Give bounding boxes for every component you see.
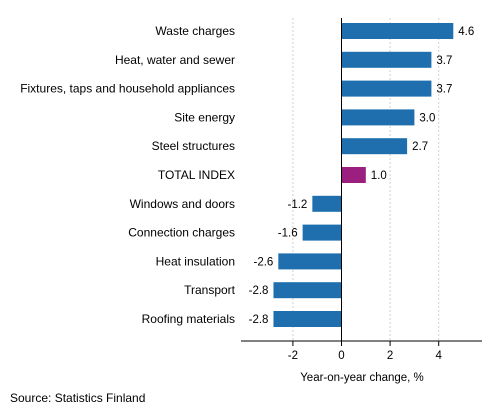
category-label: Site energy	[174, 110, 235, 124]
value-label: 3.7	[436, 55, 452, 67]
value-label: 3.7	[436, 84, 452, 96]
category-label: Heat insulation	[156, 254, 235, 268]
source-note: Source: Statistics Finland	[10, 391, 146, 405]
category-label: Roofing materials	[142, 312, 235, 326]
bar	[341, 51, 432, 68]
category-labels: Waste charges Heat, water and sewer Fixtur…	[20, 24, 235, 326]
value-label: -1.6	[278, 228, 298, 240]
bar	[273, 282, 342, 299]
value-label: 4.6	[458, 26, 474, 38]
x-axis-title: Year-on-year change, %	[300, 372, 424, 384]
value-labels: 4.6 3.7 3.7 3.0 2.7 1.0 -1.2 -1.6 -2.6 -2.8 -2.8	[249, 26, 475, 326]
bar	[341, 138, 408, 155]
bar	[278, 253, 342, 270]
bar	[312, 195, 342, 212]
bars	[273, 23, 454, 327]
value-label: 3.0	[419, 112, 435, 124]
category-label: Fixtures, taps and household appliances	[20, 82, 235, 96]
category-label: Transport	[184, 283, 236, 297]
category-label: TOTAL INDEX	[158, 168, 235, 182]
x-tick-label: -2	[288, 350, 298, 362]
value-label: 1.0	[371, 170, 387, 182]
bar	[302, 224, 342, 241]
value-label: 2.7	[412, 141, 428, 153]
x-tick-label: 0	[338, 350, 344, 362]
value-label: -1.2	[288, 199, 308, 211]
x-axis: -2 0 2 4	[241, 18, 482, 362]
category-label: Waste charges	[155, 24, 235, 38]
category-label: Connection charges	[128, 226, 235, 240]
category-label: Heat, water and sewer	[115, 53, 235, 67]
value-label: -2.8	[249, 285, 269, 297]
category-label: Windows and doors	[130, 197, 235, 211]
value-label: -2.6	[253, 256, 273, 268]
bar	[341, 23, 454, 39]
value-label: -2.8	[249, 314, 269, 326]
bar	[341, 80, 432, 97]
category-label: Steel structures	[152, 139, 235, 153]
x-tick-label: 2	[387, 350, 393, 362]
bar	[273, 311, 342, 327]
bar	[341, 167, 366, 183]
bar	[341, 109, 415, 126]
x-tick-label: 4	[435, 350, 442, 362]
